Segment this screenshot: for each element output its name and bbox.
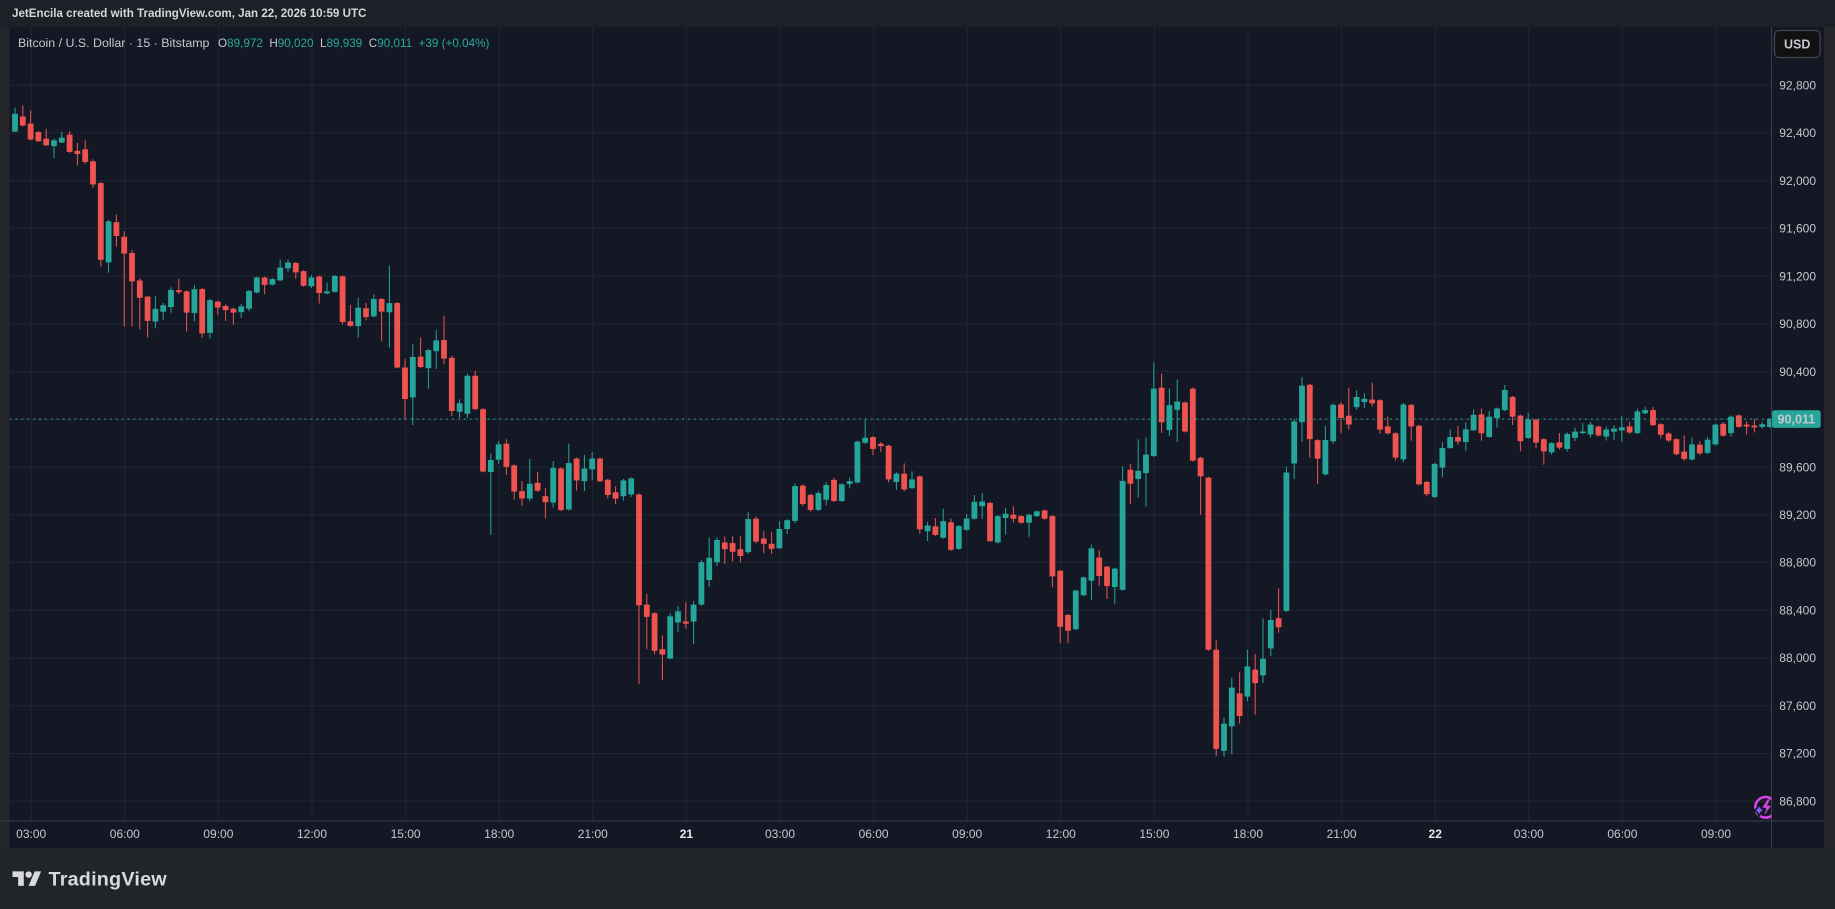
svg-text:21:00: 21:00 [578, 827, 608, 841]
svg-text:06:00: 06:00 [110, 827, 140, 841]
svg-text:12:00: 12:00 [297, 827, 327, 841]
svg-text:03:00: 03:00 [765, 827, 795, 841]
svg-text:USD: USD [1784, 38, 1810, 52]
svg-text:18:00: 18:00 [484, 827, 514, 841]
svg-text:89,200: 89,200 [1779, 508, 1816, 522]
svg-text:06:00: 06:00 [859, 827, 889, 841]
svg-text:88,400: 88,400 [1779, 604, 1816, 618]
svg-text:Bitcoin / U.S. Dollar · 15 · B: Bitcoin / U.S. Dollar · 15 · Bitstamp [18, 36, 210, 50]
svg-text:88,800: 88,800 [1779, 556, 1816, 570]
svg-text:TradingView: TradingView [49, 869, 168, 891]
svg-text:O89,972 H90,020 L89,939 C90: O89,972 H90,020 L89,939 C90,011 +39 (+0.… [218, 37, 490, 50]
svg-text:88,000: 88,000 [1779, 651, 1816, 665]
svg-text:92,000: 92,000 [1779, 174, 1816, 188]
svg-text:22: 22 [1429, 827, 1443, 841]
svg-text:18:00: 18:00 [1233, 827, 1263, 841]
svg-text:92,400: 92,400 [1779, 126, 1816, 140]
svg-text:09:00: 09:00 [203, 827, 233, 841]
svg-text:03:00: 03:00 [1514, 827, 1544, 841]
svg-text:09:00: 09:00 [952, 827, 982, 841]
svg-text:91,600: 91,600 [1779, 222, 1816, 236]
svg-text:87,200: 87,200 [1779, 747, 1816, 761]
svg-text:15:00: 15:00 [391, 827, 421, 841]
svg-text:09:00: 09:00 [1701, 827, 1731, 841]
svg-text:91,200: 91,200 [1779, 269, 1816, 283]
svg-text:87,600: 87,600 [1779, 699, 1816, 713]
svg-text:21:00: 21:00 [1327, 827, 1357, 841]
svg-text:86,800: 86,800 [1779, 794, 1816, 808]
svg-text:90,011: 90,011 [1777, 413, 1815, 427]
svg-text:89,600: 89,600 [1779, 460, 1816, 474]
svg-text:12:00: 12:00 [1046, 827, 1076, 841]
svg-text:15:00: 15:00 [1139, 827, 1169, 841]
svg-text:90,800: 90,800 [1779, 317, 1816, 331]
svg-text:90,400: 90,400 [1779, 365, 1816, 379]
svg-text:06:00: 06:00 [1607, 827, 1637, 841]
svg-text:03:00: 03:00 [16, 827, 46, 841]
svg-text:92,800: 92,800 [1779, 78, 1816, 92]
svg-text:21: 21 [680, 827, 694, 841]
